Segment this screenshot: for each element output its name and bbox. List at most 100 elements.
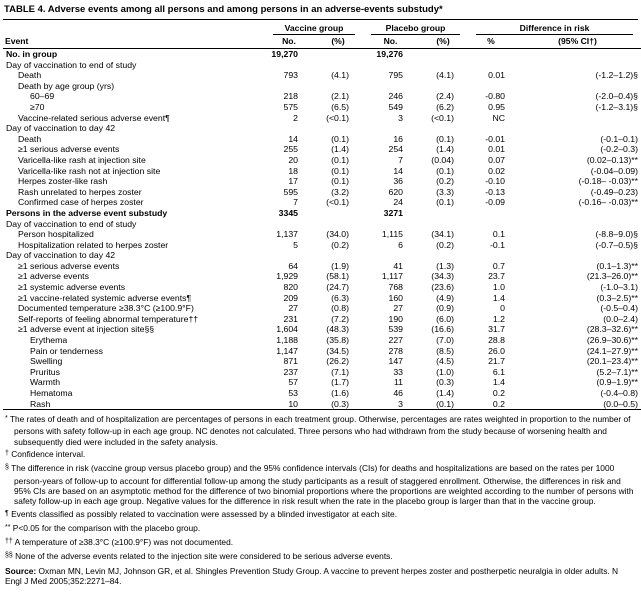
vaccine-percent: (34.5) (326, 345, 349, 356)
difference-ci: (-0.49–0.23) (590, 186, 639, 197)
vaccine-percent: (2.1) (331, 91, 349, 102)
event-label: Erythema (30, 335, 68, 346)
difference-percent: -0.80 (485, 91, 505, 102)
vaccine-percent: (3.2) (331, 186, 349, 197)
placebo-percent: (0.3) (436, 377, 454, 388)
vaccine-percent (313, 208, 363, 219)
vaccine-count: 18 (288, 165, 298, 176)
table-row: ≥1 serious adverse events 255 (1.4) 254 (1.4… (3, 144, 641, 155)
vaccine-count: 209 (283, 292, 299, 303)
placebo-count: 3271 (383, 207, 403, 218)
vaccine-count: 820 (283, 282, 299, 293)
vaccine-count: 1,188 (276, 335, 298, 346)
placebo-percent: (3.3) (436, 186, 454, 197)
difference-ci: (-0.5–0.4) (600, 303, 639, 314)
footnote: ** P<0.05 for the comparison with the pl… (5, 523, 636, 535)
vaccine-percent: (0.1) (331, 133, 349, 144)
table-section-row: Death by age group (yrs) (3, 81, 641, 92)
footnote-marker: †† (5, 538, 13, 546)
section-label: Day of vaccination to end of study (6, 59, 137, 70)
placebo-count: 278 (388, 345, 404, 356)
event-label: ≥1 systemic adverse events (18, 282, 126, 293)
difference-percent: -0.13 (485, 186, 505, 197)
table-row: Persons in the adverse event substudy 334… (3, 208, 641, 219)
placebo-group-label: Placebo group (371, 23, 460, 35)
placebo-group-header: Placebo group (363, 20, 468, 35)
vaccine-percent: (0.1) (331, 165, 349, 176)
event-label: ≥1 vaccine-related systemic adverse even… (18, 292, 192, 303)
vaccine-percent: (0.8) (331, 303, 349, 314)
source-footnote: Source: Oxman MN, Levin MJ, Johnson GR, … (5, 566, 636, 587)
empty-corner-cell (3, 20, 265, 35)
footnote: † Confidence interval. (5, 449, 636, 461)
difference-ci: (0.0–2.4) (603, 313, 639, 324)
difference-ci (514, 113, 641, 124)
vaccine-count: 53 (288, 388, 298, 398)
table-row: Herpes zoster-like rash 17 (0.1) 36 (0.2) -0.… (3, 176, 641, 187)
vaccine-count: 10 (288, 398, 298, 409)
difference-percent: 0 (500, 303, 505, 314)
table-row: Person hospitalized 1,137 (34.0) 1,115 (34.1… (3, 229, 641, 240)
difference-group-header: Difference in risk (468, 20, 641, 35)
placebo-count: 620 (388, 186, 404, 197)
difference-ci: (0.0–0.5) (603, 398, 639, 409)
vaccine-percent: (1.6) (331, 388, 349, 398)
section-label: Death by age group (yrs) (18, 80, 115, 91)
placebo-count: 41 (393, 260, 403, 271)
placebo-percent: (4.9) (436, 292, 454, 303)
table-row: Hospitalization related to herpes zoster… (3, 240, 641, 251)
placebo-percent: (0.1) (436, 197, 454, 208)
vaccine-percent: (0.2) (331, 239, 349, 250)
vaccine-percent: (7.1) (331, 366, 349, 377)
table-row: ≥1 vaccine-related systemic adverse even… (3, 293, 641, 304)
table-row: ≥1 serious adverse events 64 (1.9) 41 (1.3) 0… (3, 261, 641, 272)
footnote: § The difference in risk (vaccine group … (5, 463, 636, 506)
placebo-count: 24 (393, 197, 403, 208)
difference-ci: (-0.4–0.8) (600, 388, 639, 398)
vaccine-group-label: Vaccine group (273, 23, 355, 35)
vaccine-percent-column-header: (%) (331, 36, 345, 46)
difference-percent: 1.4 (492, 292, 505, 303)
vaccine-percent: (6.3) (331, 292, 349, 303)
placebo-count: 7 (398, 154, 403, 165)
placebo-count: 6 (398, 239, 403, 250)
footnote: §§ None of the adverse events related to… (5, 551, 636, 563)
table-row: Varicella-like rash not at injection sit… (3, 166, 641, 177)
table-row: Swelling 871 (26.2) 147 (4.5) 21.7 (20.1–23.4)… (3, 356, 641, 367)
vaccine-percent: (<0.1) (326, 197, 349, 208)
vaccine-count: 255 (283, 144, 299, 155)
footnote-marker: §§ (5, 552, 13, 560)
footnote-text: P<0.05 for the comparison with the place… (10, 522, 201, 533)
table-row: Confirmed case of herpes zoster 7 (<0.1) 24… (3, 197, 641, 208)
event-column-header: Event (5, 36, 29, 46)
vaccine-group-header: Vaccine group (265, 20, 363, 35)
difference-ci: (0.9–1.9)** (596, 377, 639, 388)
table-row: Warmth 57 (1.7) 11 (0.3) 1.4 (0.9–1.9)** (3, 377, 641, 388)
footnote: †† A temperature of ≥38.3°C (≥100.9°F) w… (5, 537, 636, 549)
footnote: ¶ Events classified as possibly related … (5, 509, 636, 521)
difference-percent: 0.01 (488, 144, 505, 155)
vaccine-percent: (0.1) (331, 176, 349, 187)
placebo-count: 46 (393, 388, 403, 398)
vaccine-percent: (<0.1) (326, 112, 349, 123)
difference-ci: (0.02–0.13)** (586, 154, 639, 165)
vaccine-percent: (26.2) (326, 356, 349, 367)
placebo-count: 3 (398, 398, 403, 409)
table-title: TABLE 4. Adverse events among all person… (3, 2, 638, 20)
table-section-row: Day of vaccination to day 42 (3, 123, 641, 134)
placebo-count: 14 (393, 165, 403, 176)
placebo-count: 549 (388, 101, 404, 112)
placebo-percent: (4.1) (436, 70, 454, 81)
placebo-count: 1,115 (381, 229, 403, 240)
difference-percent: 0.07 (488, 154, 505, 165)
placebo-percent: (0.2) (436, 239, 454, 250)
vaccine-percent: (6.5) (331, 101, 349, 112)
vaccine-percent: (0.1) (331, 154, 349, 165)
placebo-percent: (0.1) (436, 133, 454, 144)
table-row: ≥1 adverse events 1,929 (58.1) 1,117 (34.3) 2… (3, 271, 641, 282)
vaccine-count: 871 (283, 356, 299, 367)
section-label: Day of vaccination to day 42 (6, 250, 116, 261)
column-header-row: Event No. (%) No. (%) % (95% CI†) (3, 35, 641, 49)
difference-ci: (20.1–23.4)** (586, 356, 639, 367)
